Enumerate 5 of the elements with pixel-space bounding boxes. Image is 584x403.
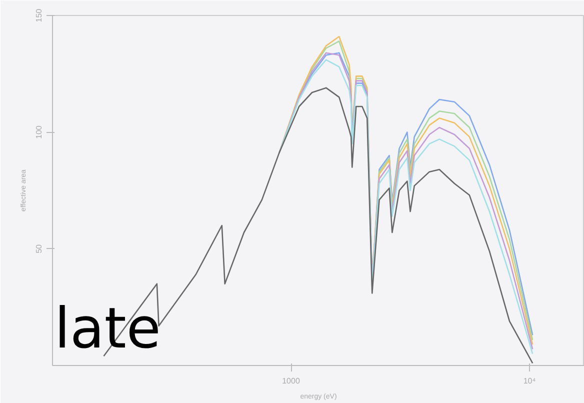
y-tick-label: 50 bbox=[34, 244, 44, 254]
y-tick-label: 150 bbox=[34, 8, 44, 22]
x-tick-label: 10⁴ bbox=[523, 376, 536, 386]
x-tick-label: 1000 bbox=[282, 376, 300, 386]
y-tick-label: 100 bbox=[34, 124, 44, 139]
